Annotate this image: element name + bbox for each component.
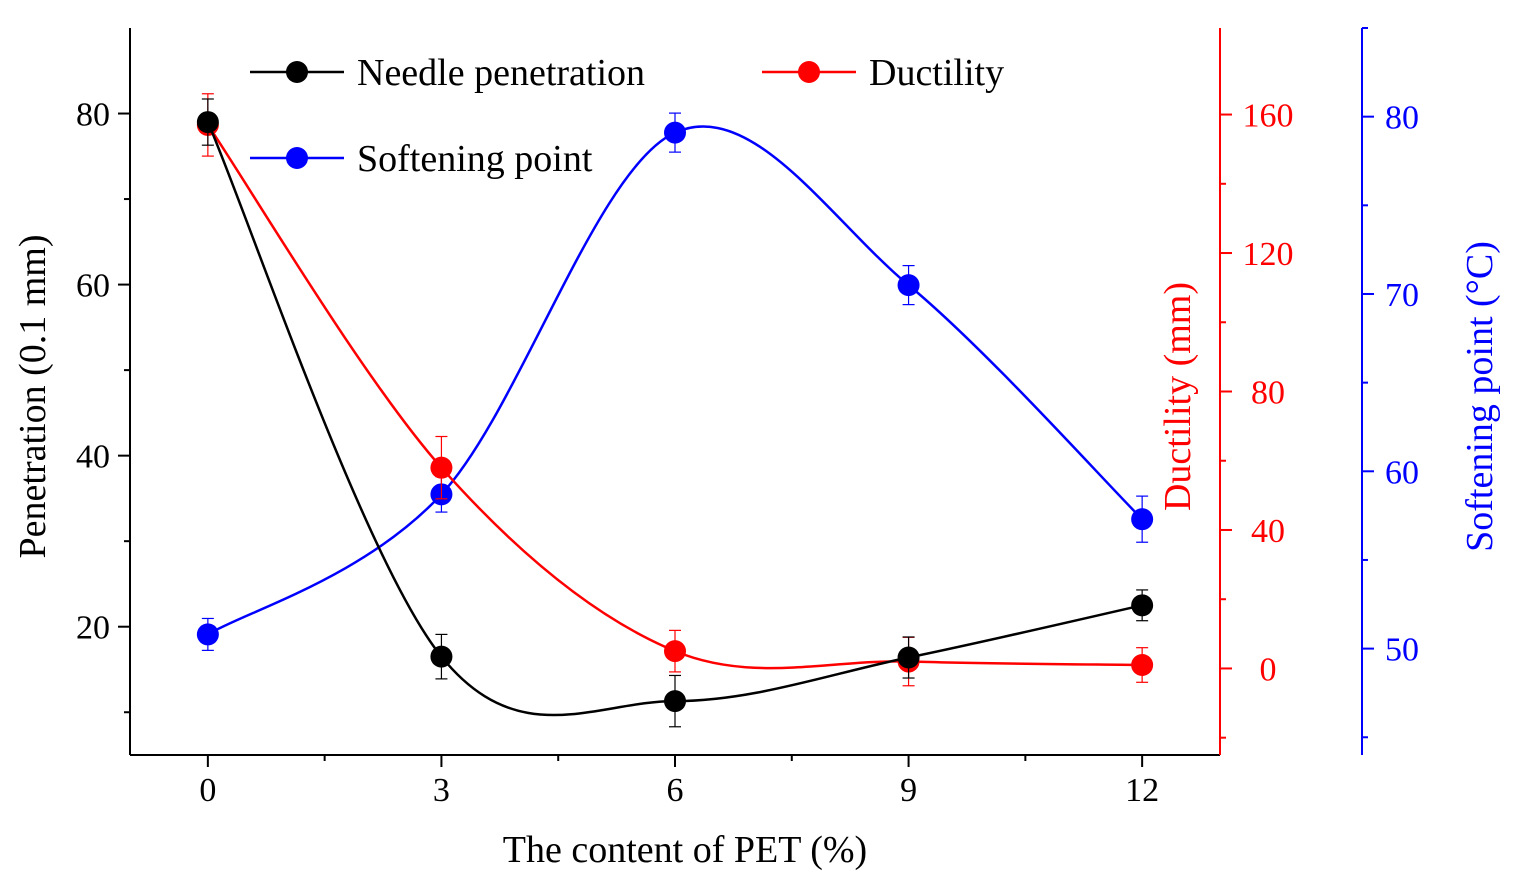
x-tick-label: 9 xyxy=(900,772,917,809)
softening-point-point xyxy=(664,121,686,144)
needle-penetration-point xyxy=(664,690,686,713)
needle-penetration-point xyxy=(196,111,219,134)
ductility-point xyxy=(1131,653,1154,676)
ductility-tick-label: 80 xyxy=(1251,375,1285,412)
legend-swatch-marker xyxy=(798,61,820,83)
needle-penetration-point xyxy=(1131,594,1154,617)
axes-layer: 0 3 6 9 12 The content of PET (%) 20 40 60 80 Pene… xyxy=(12,27,1501,871)
needle-penetration-point xyxy=(897,646,920,669)
legend-swatch-marker xyxy=(286,61,308,83)
x-tick-label: 6 xyxy=(667,772,684,809)
softening-tick-label: 80 xyxy=(1385,100,1419,137)
legend-item-ductility: Ductility xyxy=(762,52,1004,94)
needle-penetration-point xyxy=(430,645,453,668)
left-tick-label: 80 xyxy=(76,97,110,134)
left-tick-label: 20 xyxy=(76,610,110,647)
softening-tick-label: 60 xyxy=(1385,454,1419,491)
softening-point-point xyxy=(196,623,219,646)
x-tick-label: 0 xyxy=(199,772,216,809)
softening-point-line xyxy=(207,125,1144,636)
ductility-line xyxy=(206,124,1143,670)
legend-label: Ductility xyxy=(869,52,1004,94)
softening-point-point xyxy=(897,274,920,297)
softening-point-point xyxy=(1131,508,1154,531)
softening-tick-label: 50 xyxy=(1385,632,1419,669)
softening-axis-title: Softening point (°C) xyxy=(1459,241,1501,552)
ductility-point xyxy=(664,640,686,663)
ductility-tick-label: 120 xyxy=(1243,236,1294,273)
ductility-axis-title: Ductility (mm) xyxy=(1157,282,1199,511)
legend: Needle penetration Ductility Softening poi… xyxy=(250,52,1004,180)
legend-item-softening-point: Softening point xyxy=(250,138,593,180)
series-layer xyxy=(196,93,1154,728)
legend-label: Needle penetration xyxy=(357,52,645,94)
ductility-tick-label: 40 xyxy=(1251,513,1285,550)
legend-label: Softening point xyxy=(357,138,593,180)
x-tick-label: 12 xyxy=(1125,772,1159,809)
ductility-point xyxy=(430,456,453,479)
ductility-tick-label: 0 xyxy=(1260,651,1277,688)
left-tick-label: 40 xyxy=(76,439,110,476)
needle-penetration-line xyxy=(206,121,1143,717)
softening-tick-label: 70 xyxy=(1385,277,1419,314)
x-tick-label: 3 xyxy=(433,772,450,809)
legend-item-needle-penetration: Needle penetration xyxy=(250,52,645,94)
x-axis-title: The content of PET (%) xyxy=(503,829,867,871)
left-tick-label: 60 xyxy=(76,268,110,305)
legend-swatch-marker xyxy=(286,147,308,169)
left-axis-title: Penetration (0.1 mm) xyxy=(12,235,54,559)
ductility-tick-label: 160 xyxy=(1243,98,1294,135)
